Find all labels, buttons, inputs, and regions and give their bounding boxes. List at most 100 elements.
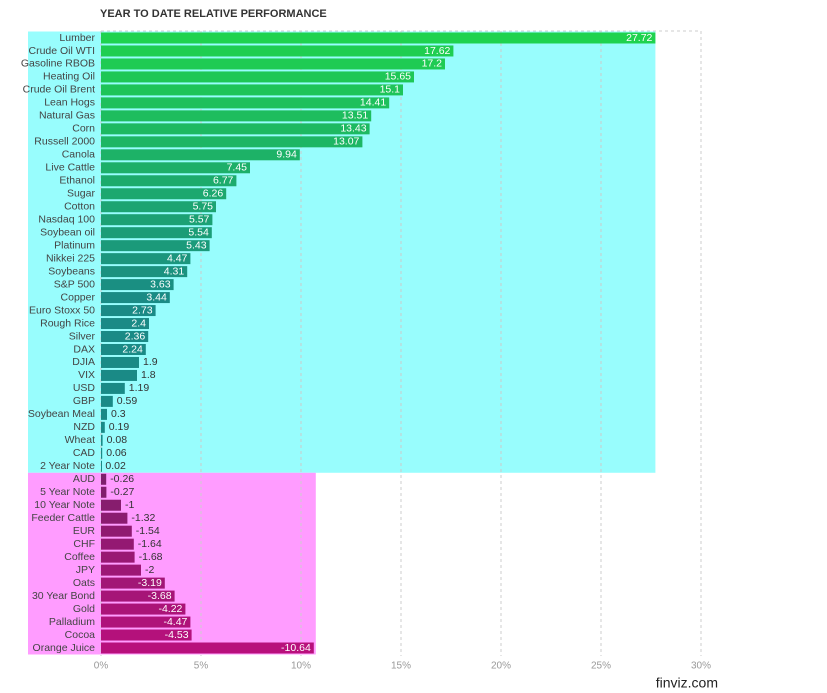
value-label: 2.24: [122, 343, 143, 355]
category-label: Platinum: [54, 239, 95, 251]
bar: [101, 32, 656, 44]
bar: [101, 240, 210, 252]
value-label: 27.72: [626, 32, 652, 44]
value-label: -10.64: [281, 642, 311, 654]
bar: [101, 292, 170, 304]
value-label: 0.19: [109, 421, 130, 433]
value-label: 2.4: [131, 317, 146, 329]
category-label: Orange Juice: [33, 642, 96, 654]
bar: [101, 149, 300, 161]
category-label: Soybeans: [48, 265, 95, 277]
value-label: 0.59: [117, 395, 138, 407]
bar: [101, 318, 149, 330]
bar: [101, 84, 403, 96]
bar: [101, 331, 149, 343]
value-label: 2.73: [132, 304, 153, 316]
category-label: Euro Stoxx 50: [29, 304, 95, 316]
category-label: Coffee: [64, 551, 95, 563]
category-label: Nikkei 225: [46, 252, 95, 264]
category-label: Copper: [61, 291, 96, 303]
category-label: Canola: [62, 149, 95, 161]
category-label: CHF: [73, 538, 95, 550]
x-tick-label: 20%: [491, 661, 511, 672]
value-label: 1.8: [141, 369, 156, 381]
category-label: USD: [73, 382, 96, 394]
category-label: 2 Year Note: [40, 460, 95, 472]
value-label: 6.77: [213, 175, 234, 187]
bar: [101, 369, 137, 381]
bar: [101, 590, 175, 602]
bar: [101, 551, 135, 563]
category-label: VIX: [78, 369, 95, 381]
x-tick-label: 30%: [691, 661, 711, 672]
value-label: -1.68: [139, 551, 163, 563]
bar: [101, 356, 139, 368]
bar: [101, 447, 103, 459]
x-tick-label: 25%: [591, 661, 611, 672]
bar: [101, 123, 370, 135]
bar: [101, 395, 113, 407]
bar: [101, 564, 141, 576]
value-label: -4.22: [158, 603, 182, 615]
value-label: 13.51: [342, 110, 368, 122]
category-label: Gold: [73, 603, 95, 615]
category-label: Heating Oil: [43, 71, 95, 83]
category-label: Sugar: [67, 188, 96, 200]
bar: [101, 279, 174, 291]
value-label: 15.1: [380, 84, 401, 96]
x-tick-label: 0%: [94, 661, 109, 672]
category-label: Cocoa: [65, 629, 96, 641]
bar: [101, 343, 146, 355]
value-label: -1: [125, 499, 134, 511]
category-label: Soybean Meal: [28, 408, 95, 420]
category-label: Gasoline RBOB: [21, 58, 95, 70]
value-label: -2: [145, 564, 154, 576]
bar: [101, 214, 213, 226]
bar: [101, 577, 165, 589]
value-label: 15.65: [385, 71, 411, 83]
bar: [101, 460, 102, 472]
value-label: 17.2: [422, 58, 443, 70]
category-label: Russell 2000: [34, 136, 95, 148]
bar: [101, 499, 121, 511]
value-label: 4.47: [167, 252, 188, 264]
bar: [101, 266, 188, 278]
value-label: 0.3: [111, 408, 126, 420]
bar: [101, 97, 390, 109]
value-label: 0.02: [105, 460, 126, 472]
bar: [101, 512, 128, 524]
category-label: Cotton: [64, 201, 95, 213]
category-label: Ethanol: [59, 175, 95, 187]
category-label: S&P 500: [54, 278, 95, 290]
bar: [101, 603, 186, 615]
category-label: Lumber: [59, 32, 95, 44]
value-label: 5.54: [188, 226, 209, 238]
category-label: Crude Oil Brent: [23, 84, 95, 96]
value-label: 3.44: [146, 291, 167, 303]
value-label: -1.54: [136, 525, 160, 537]
bar: [101, 642, 314, 654]
x-tick-label: 5%: [194, 661, 209, 672]
category-label: Nasdaq 100: [38, 213, 95, 225]
category-label: 30 Year Bond: [32, 590, 95, 602]
value-label: 7.45: [227, 162, 248, 174]
bar: [101, 538, 134, 550]
value-label: 5.43: [186, 239, 207, 251]
category-label: Lean Hogs: [44, 97, 95, 109]
value-label: 1.9: [143, 356, 158, 368]
category-label: Palladium: [49, 616, 95, 628]
value-label: -3.19: [138, 577, 162, 589]
category-label: DJIA: [72, 356, 95, 368]
value-label: 0.08: [107, 434, 128, 446]
value-label: 14.41: [360, 97, 386, 109]
category-label: Soybean oil: [40, 226, 95, 238]
category-label: EUR: [73, 525, 96, 537]
bar: [101, 71, 414, 83]
bar: [101, 525, 132, 537]
bar: [101, 253, 191, 265]
bar: [101, 486, 107, 498]
category-label: Rough Rice: [40, 317, 95, 329]
category-label: Natural Gas: [39, 110, 95, 122]
category-label: Wheat: [65, 434, 95, 446]
